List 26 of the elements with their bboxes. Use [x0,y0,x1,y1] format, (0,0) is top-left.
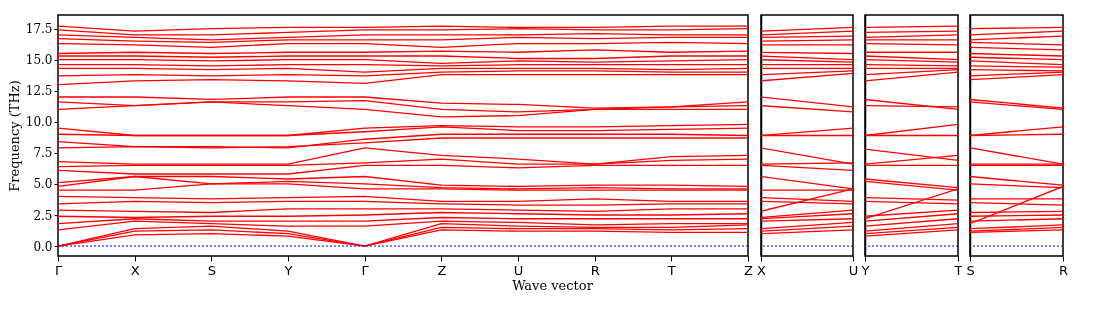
y-tick-label: 17.5 [25,22,53,37]
y-tick-label: 0.0 [33,239,53,254]
x-tick-label: Z [437,262,447,278]
x-tick-label: Γ [361,262,370,278]
y-tick-label: 2.5 [33,208,53,223]
y-tick-label: 5.0 [33,177,53,192]
y-tick-label: 12.5 [25,84,53,99]
x-tick-label: Γ [54,262,63,278]
y-axis-title: Frequency (THz) [6,80,22,192]
y-tick-label: 15.0 [25,53,53,68]
x-tick-label: R [590,262,600,278]
x-tick-label: Y [283,262,293,278]
y-tick-label: 10.0 [25,115,53,130]
x-tick-label: X [757,262,767,278]
x-tick-label: T [666,262,676,278]
x-tick-label: S [207,262,216,278]
x-tick-label: X [130,262,140,278]
x-tick-label: U [848,262,859,278]
x-tick-label: T [953,262,963,278]
x-axis-title: Wave vector [511,278,594,293]
x-tick-label: S [966,262,975,278]
x-tick-label: Z [744,262,754,278]
y-tick-label: 7.5 [33,146,53,161]
x-tick-label: U [513,262,524,278]
x-tick-label: R [1058,262,1069,278]
x-tick-label: Y [860,262,870,278]
